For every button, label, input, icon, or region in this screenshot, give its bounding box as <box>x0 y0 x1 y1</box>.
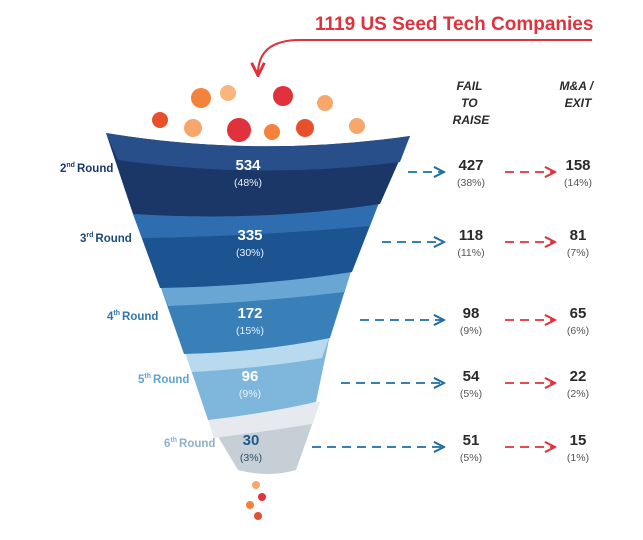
round-total: 172 <box>237 305 262 322</box>
fail-pct: (5%) <box>460 388 482 400</box>
round-row-3: 3rd Round 335 (30%) 118 (11%) 81 (7%) <box>80 227 589 259</box>
company-dot <box>273 86 293 106</box>
round-rows: 2nd Round 534 (48%) 427 (38%) 158 (14%) 3rd Round… <box>60 157 592 464</box>
exit-pct: (7%) <box>567 247 589 259</box>
fail-pct: (9%) <box>460 325 482 337</box>
funnel-segment-6 <box>208 402 320 474</box>
company-dot <box>184 119 202 137</box>
round-label: 2nd Round <box>60 162 113 175</box>
round-label: 5th Round <box>138 373 189 386</box>
title-number: 1119 <box>315 14 355 35</box>
fail-value: 98 <box>463 305 480 322</box>
fail-pct: (5%) <box>460 452 482 464</box>
round-row-2: 2nd Round 534 (48%) 427 (38%) 158 (14%) <box>60 157 592 189</box>
fail-value: 51 <box>463 432 480 449</box>
round-label: 4th Round <box>107 310 158 323</box>
trailing-dot <box>258 493 266 501</box>
exit-value: 158 <box>565 157 590 174</box>
round-total-pct: (3%) <box>240 452 262 464</box>
company-dot <box>296 119 314 137</box>
round-total: 335 <box>237 227 262 244</box>
exit-pct: (2%) <box>567 388 589 400</box>
round-total-pct: (15%) <box>236 325 264 337</box>
company-dot <box>317 95 333 111</box>
exit-header: M&A / EXIT <box>560 79 597 110</box>
round-total-pct: (9%) <box>239 388 261 400</box>
title-text: US Seed Tech Companies <box>360 14 593 35</box>
round-total: 96 <box>242 368 259 385</box>
exit-pct: (1%) <box>567 452 589 464</box>
trailing-dot <box>252 481 260 489</box>
exit-value: 22 <box>570 368 587 385</box>
company-dot <box>264 124 280 140</box>
trailing-dot <box>246 501 254 509</box>
company-dot <box>152 112 168 128</box>
round-label: 3rd Round <box>80 232 132 245</box>
trailing-dot <box>254 512 262 520</box>
round-total-pct: (30%) <box>236 247 264 259</box>
fail-header: FAIL TO RAISE <box>453 79 491 127</box>
title-arrow <box>258 39 592 74</box>
round-label: 6th Round <box>164 437 215 450</box>
company-dot <box>349 118 365 134</box>
company-dot <box>227 118 251 142</box>
round-total: 534 <box>235 157 261 174</box>
round-row-6: 6th Round 30 (3%) 51 (5%) 15 (1%) <box>164 432 589 464</box>
exit-value: 15 <box>570 432 587 449</box>
company-dot <box>220 85 236 101</box>
company-dot <box>191 88 211 108</box>
round-total-pct: (48%) <box>234 177 262 189</box>
round-row-5: 5th Round 96 (9%) 54 (5%) 22 (2%) <box>138 368 589 400</box>
fail-value: 427 <box>458 157 483 174</box>
round-row-4: 4th Round 172 (15%) 98 (9%) 65 (6%) <box>107 305 589 337</box>
fail-pct: (11%) <box>457 247 484 259</box>
exit-value: 65 <box>570 305 587 322</box>
round-total: 30 <box>243 432 260 449</box>
trailing-dots <box>246 481 266 520</box>
funnel <box>106 133 410 474</box>
exit-pct: (14%) <box>564 177 592 189</box>
company-dots <box>152 85 365 142</box>
funnel-segment-2 <box>106 133 410 217</box>
fail-pct: (38%) <box>457 177 485 189</box>
fail-value: 54 <box>463 368 480 385</box>
fail-value: 118 <box>459 227 483 244</box>
exit-value: 81 <box>570 227 587 244</box>
exit-pct: (6%) <box>567 325 589 337</box>
diagram-title: 1119 US Seed Tech Companies <box>315 14 593 35</box>
